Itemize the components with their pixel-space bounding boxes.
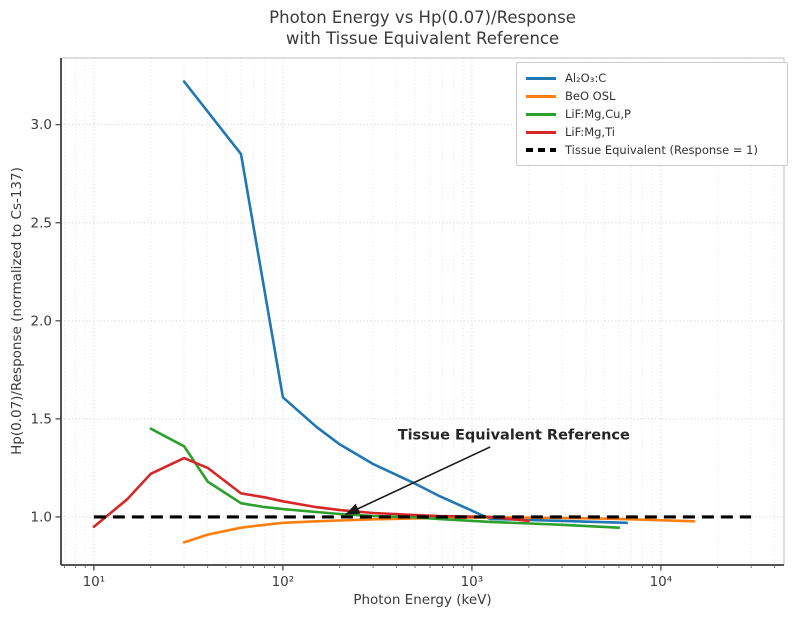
legend-label: Al₂O₃:C [565, 71, 607, 85]
x-axis-label: Photon Energy (keV) [353, 592, 492, 608]
x-tick-label: 10¹ [83, 574, 106, 590]
legend-item: BeO OSL [526, 89, 778, 103]
y-tick-label: 3.0 [31, 117, 52, 133]
legend-label: LiF:Mg,Cu,P [565, 107, 631, 121]
legend-label: LiF:Mg,Ti [565, 125, 615, 139]
x-tick-label: 10² [272, 574, 295, 590]
y-tick-label: 1.5 [31, 411, 52, 427]
legend-item: Al₂O₃:C [526, 71, 778, 85]
legend-label: Tissue Equivalent (Response = 1) [565, 143, 758, 157]
legend-line-swatch [526, 112, 556, 116]
annotation-text: Tissue Equivalent Reference [398, 428, 630, 444]
series-line [182, 515, 696, 544]
axis-tick-labels: 10¹ 10² 10³ 10⁴ 1.0 1.5 2.0 2.5 3.0 [31, 117, 673, 590]
annotation-arrow [345, 446, 491, 516]
chart-title: Photon Energy vs Hp(0.07)/Response with … [61, 7, 784, 49]
legend-dashed-line-swatch [526, 148, 556, 152]
legend-item: LiF:Mg,Cu,P [526, 107, 778, 121]
legend-line-swatch [526, 76, 556, 80]
y-tick-label: 2.5 [31, 215, 52, 231]
legend: Al₂O₃:C BeO OSL LiF:Mg,Cu,P LiF:Mg,Ti Tissue… [516, 62, 788, 166]
series-line [149, 427, 621, 530]
legend-line-swatch [526, 94, 556, 98]
y-axis-label: Hp(0.07)/Response (normalized to Cs-137) [9, 167, 25, 455]
legend-label: BeO OSL [565, 89, 616, 103]
series-line [182, 80, 629, 525]
x-tick-label: 10³ [461, 574, 484, 590]
chart-title-line2: with Tissue Equivalent Reference [285, 29, 560, 48]
annotation: Tissue Equivalent Reference [345, 428, 630, 516]
axis-ticks [55, 124, 776, 571]
chart-title-line1: Photon Energy vs Hp(0.07)/Response [269, 8, 576, 27]
y-tick-label: 2.0 [31, 313, 52, 329]
x-tick-label: 10⁴ [650, 574, 673, 590]
legend-line-swatch [526, 130, 556, 134]
legend-item: LiF:Mg,Ti [526, 125, 778, 139]
y-tick-label: 1.0 [31, 509, 52, 525]
legend-item: Tissue Equivalent (Response = 1) [526, 143, 778, 157]
series-line [92, 456, 531, 529]
